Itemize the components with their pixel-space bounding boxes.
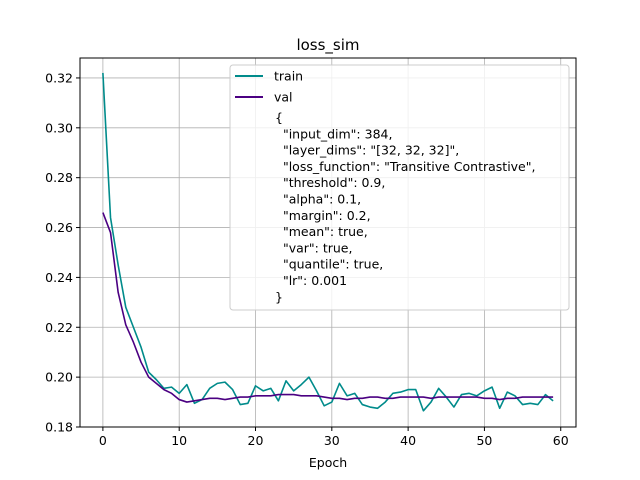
y-tick-label: 0.24 [45, 270, 73, 285]
x-tick-label: 20 [248, 433, 264, 448]
y-tick-label: 0.22 [45, 320, 73, 335]
legend-note-line: } [275, 289, 283, 304]
chart-title: loss_sim [296, 36, 359, 55]
legend-note-line: "alpha": 0.1, [275, 192, 361, 207]
legend-note-line: "mean": true, [275, 224, 368, 239]
legend-label-train: train [274, 69, 303, 84]
legend-note-line: "margin": 0.2, [275, 208, 371, 223]
series-line-val [102, 212, 554, 403]
x-tick-label: 0 [99, 433, 107, 448]
x-tick-label: 50 [476, 433, 492, 448]
legend-note-line: "layer_dims": "[32, 32, 32]", [275, 143, 459, 158]
x-tick-label: 40 [400, 433, 416, 448]
x-tick-label: 30 [324, 433, 340, 448]
axis-ticks: 0 10 20 30 40 50 60 0.18 0.20 0.22 0.24 0.26 0.28 0.3… [45, 70, 569, 448]
legend: train val { "input_dim": 384, "layer_dims"… [229, 64, 570, 311]
plot-frame [79, 57, 577, 428]
y-tick-label: 0.30 [45, 120, 73, 135]
legend-box [229, 64, 570, 311]
y-tick-label: 0.26 [45, 220, 73, 235]
legend-note-line: "input_dim": 384, [275, 126, 392, 141]
x-tick-label: 60 [553, 433, 569, 448]
x-axis-label: Epoch [309, 455, 347, 470]
legend-note-line: "quantile": true, [275, 257, 383, 272]
series-lines [102, 72, 554, 412]
legend-note-line: "threshold": 0.9, [275, 175, 385, 190]
x-tick-label: 10 [171, 433, 187, 448]
legend-note-line: "loss_function": "Transitive Contrastive… [275, 159, 535, 174]
series-line-train [102, 72, 554, 412]
y-tick-label: 0.18 [45, 420, 73, 435]
legend-note-line: "var": true, [275, 240, 352, 255]
legend-note-line: { [275, 110, 283, 125]
y-tick-label: 0.20 [45, 370, 73, 385]
legend-note-line: "lr": 0.001 [275, 273, 347, 288]
y-tick-label: 0.28 [45, 170, 73, 185]
legend-label-val: val [274, 90, 293, 105]
y-tick-label: 0.32 [45, 70, 73, 85]
